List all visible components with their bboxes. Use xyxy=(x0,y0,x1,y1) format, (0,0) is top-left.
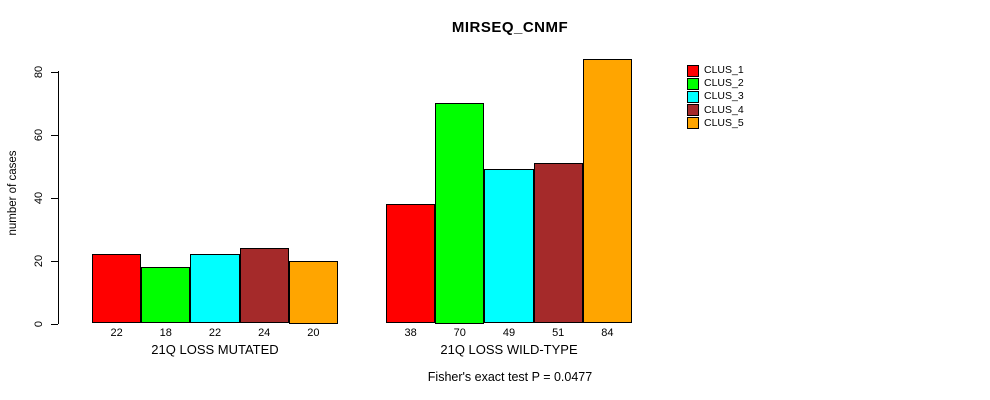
bar-clus_3-group2 xyxy=(484,169,534,324)
bar-value-label: 22 xyxy=(110,327,123,339)
legend-label: CLUS_5 xyxy=(704,116,744,129)
legend-row: CLUS_4 xyxy=(687,104,744,117)
bar-clus_5-group1 xyxy=(288,260,338,324)
legend-row: CLUS_3 xyxy=(687,90,744,103)
bar-clus_2-group2 xyxy=(435,103,485,324)
legend-swatch xyxy=(687,90,699,103)
bar-value-label: 49 xyxy=(502,327,516,339)
y-tick-label: 80 xyxy=(33,65,45,78)
y-tick xyxy=(51,260,58,262)
y-tick xyxy=(51,323,58,325)
y-tick xyxy=(51,197,58,199)
bar-value-label: 18 xyxy=(159,327,172,339)
legend-label: CLUS_2 xyxy=(704,77,744,90)
y-tick-label: 40 xyxy=(33,191,45,204)
y-axis-line xyxy=(58,71,59,324)
legend-swatch xyxy=(687,104,699,117)
legend: CLUS_1 CLUS_2 CLUS_3 CLUS_4 CLUS_5 xyxy=(687,64,744,130)
legend-row: CLUS_1 xyxy=(687,64,744,77)
bar-clus_2-group1 xyxy=(141,266,191,324)
y-axis-label: number of cases xyxy=(7,150,19,236)
legend-swatch xyxy=(687,117,699,130)
bar-clus_1-group2 xyxy=(386,203,436,324)
bar-clus_4-group1 xyxy=(239,247,289,324)
bar-value-label: 20 xyxy=(307,327,320,339)
bar-value-label: 84 xyxy=(601,327,614,339)
bar-clus_4-group2 xyxy=(533,162,583,324)
y-tick-label: 60 xyxy=(33,128,45,141)
y-tick xyxy=(51,134,58,136)
legend-label: CLUS_3 xyxy=(704,90,744,103)
legend-label: CLUS_4 xyxy=(704,103,744,116)
bar-clus_5-group2 xyxy=(582,58,632,324)
chart-title: MIRSEQ_CNMF xyxy=(451,19,569,36)
y-tick xyxy=(51,71,58,73)
group-label: 21Q LOSS MUTATED xyxy=(151,342,279,357)
bar-value-label: 51 xyxy=(552,327,565,339)
bar-value-label: 70 xyxy=(453,327,466,339)
legend-label: CLUS_1 xyxy=(704,64,744,77)
bar-clus_1-group1 xyxy=(92,254,142,324)
legend-swatch xyxy=(687,77,699,90)
group-label: 21Q LOSS WILD-TYPE xyxy=(440,342,578,357)
bar-value-label: 22 xyxy=(208,327,222,339)
bar-clus_3-group1 xyxy=(190,254,240,324)
fisher-test-footnote: Fisher's exact test P = 0.0477 xyxy=(427,370,593,384)
bar-value-label: 24 xyxy=(258,327,271,339)
legend-swatch xyxy=(687,64,699,77)
y-tick-label: 0 xyxy=(33,320,45,327)
legend-row: CLUS_2 xyxy=(687,77,744,90)
y-tick-label: 20 xyxy=(33,254,45,267)
bar-value-label: 38 xyxy=(404,327,417,339)
legend-row: CLUS_5 xyxy=(687,117,744,130)
